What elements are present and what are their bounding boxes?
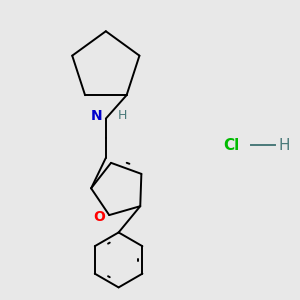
Text: O: O [93, 210, 105, 224]
Text: H: H [118, 109, 127, 122]
Text: Cl: Cl [224, 138, 240, 153]
Text: H: H [279, 138, 290, 153]
Text: N: N [90, 109, 102, 123]
